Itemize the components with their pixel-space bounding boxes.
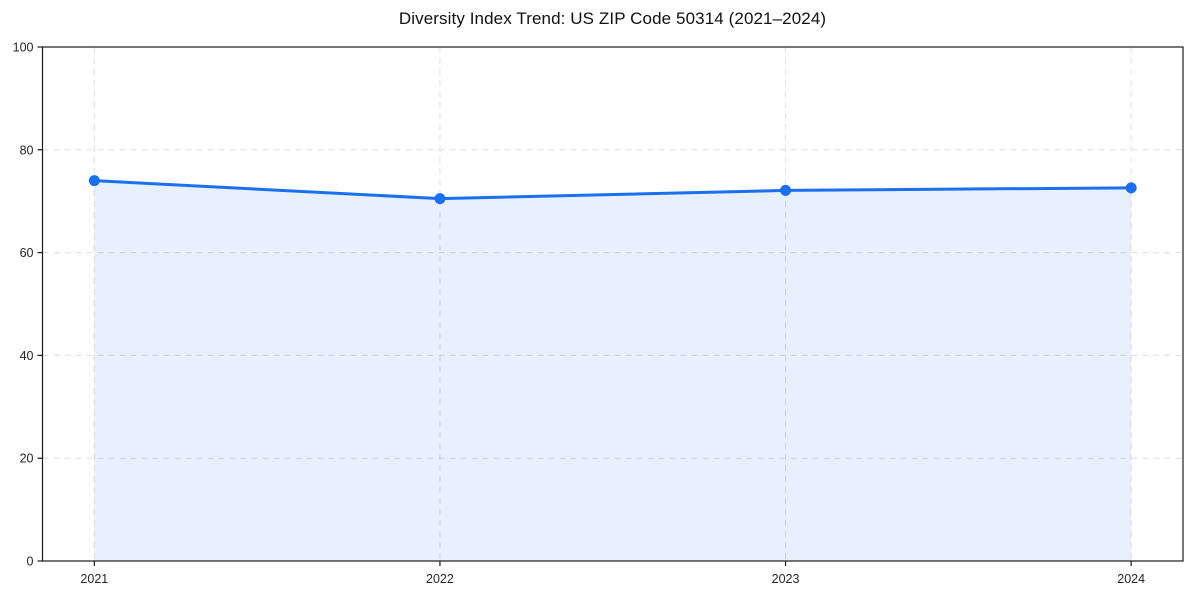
x-tick-label: 2021 <box>80 572 108 586</box>
plot-border <box>41 46 1184 562</box>
y-tick-label: 100 <box>13 41 34 55</box>
x-tick-label: 2022 <box>426 572 454 586</box>
data-point-marker <box>780 184 792 196</box>
y-tick-label: 60 <box>20 246 34 260</box>
x-tick-label: 2024 <box>1117 572 1145 586</box>
trend-line <box>92 179 1133 201</box>
y-tick-label: 20 <box>20 452 34 466</box>
data-point-marker <box>88 175 100 187</box>
y-tick-label: 80 <box>20 143 34 157</box>
chart-title: Diversity Index Trend: US ZIP Code 50314… <box>398 9 827 28</box>
data-point-marker <box>434 193 446 205</box>
x-tick-label: 2023 <box>772 572 800 586</box>
area-fill <box>94 180 1132 561</box>
data-point-marker <box>1125 182 1137 194</box>
y-tick-label: 0 <box>27 555 34 569</box>
y-tick-label: 40 <box>20 349 34 363</box>
